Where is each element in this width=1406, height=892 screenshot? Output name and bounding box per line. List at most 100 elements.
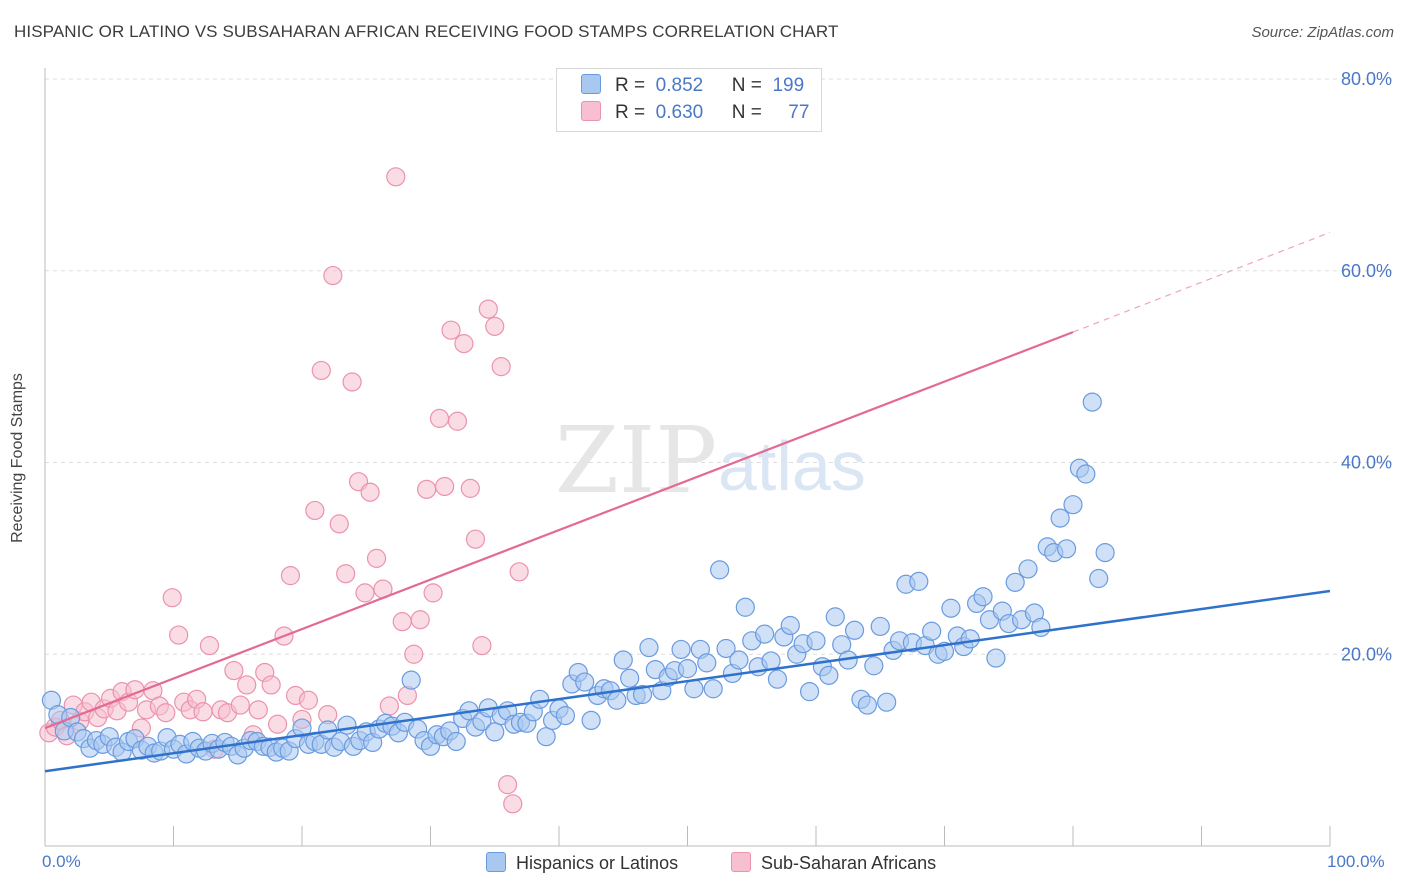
hispanic-point (819, 665, 839, 685)
sub-saharan-point (472, 636, 492, 656)
hispanic-point (1050, 508, 1070, 528)
legend-n-label: N = (731, 102, 762, 123)
hispanic-point (729, 650, 749, 670)
hispanic-point (710, 560, 730, 580)
sub-saharan-point (498, 775, 518, 795)
legend-item-subsaharan: Sub-Saharan Africans (731, 852, 936, 874)
hispanic-point (607, 690, 627, 710)
y-tick-labels: 20.0% 40.0% 60.0% 80.0% (1341, 69, 1392, 664)
sub-saharan-point (441, 320, 461, 340)
hispanic-point (986, 648, 1006, 668)
hispanic-point (555, 706, 576, 726)
hispanic-point (735, 597, 755, 617)
hispanic-point (909, 571, 929, 591)
hispanic-point (1089, 568, 1109, 589)
sub-saharan-point (329, 514, 349, 534)
hispanic-point (844, 620, 865, 640)
sub-saharan-point (230, 695, 250, 715)
legend-label-hispanic: Hispanics or Latinos (516, 853, 679, 873)
sub-saharan-point (162, 588, 182, 608)
x-tick-label-max: 100.0% (1327, 852, 1385, 871)
sub-saharan-point (311, 360, 331, 381)
hispanic-point (613, 650, 633, 670)
sub-saharan-point (323, 265, 343, 286)
hispanic-point (671, 639, 691, 660)
hispanic-point (825, 607, 845, 627)
hispanic-point (960, 629, 980, 649)
legend-r-label: R = (615, 75, 646, 96)
hispanic-point (767, 669, 788, 689)
hispanic-point (530, 689, 550, 709)
sub-saharan-point (417, 479, 437, 499)
watermark-zip: ZIP (555, 407, 717, 514)
hispanic-point (1005, 572, 1025, 592)
sub-saharan-point (224, 660, 244, 681)
hispanic-point (677, 659, 698, 679)
hispanic-point (575, 672, 595, 692)
hispanic-point (703, 679, 723, 699)
axes (44, 68, 1331, 847)
sub-saharan-point (392, 612, 412, 632)
legend-label-subsaharan: Sub-Saharan Africans (761, 853, 937, 873)
subsaharan-trend-extension (1072, 231, 1331, 333)
sub-saharan-point (199, 636, 220, 656)
y-tick-label: 40.0% (1341, 453, 1392, 473)
sub-saharan-point (248, 700, 268, 720)
legend-row-subsaharan: R = 0.630 N = 77 (581, 101, 809, 127)
correlation-legend: R = 0.852 N = 199 R = 0.630 N = 77 (556, 68, 822, 132)
hispanic-point (620, 668, 640, 688)
sub-saharan-point (423, 583, 443, 603)
sub-saharan-point (435, 476, 455, 497)
hispanic-point (1063, 495, 1083, 515)
hispanic-point (697, 653, 717, 673)
hispanic-point (292, 718, 312, 738)
sub-saharan-point (478, 299, 498, 319)
sub-saharan-point (280, 566, 301, 586)
legend-r-value: 0.852 (655, 75, 704, 96)
hispanic-point (401, 670, 421, 690)
sub-saharan-point (447, 411, 468, 431)
sub-saharan-point (404, 644, 424, 664)
legend-swatch-blue (486, 852, 506, 872)
sub-saharan-point (360, 482, 380, 502)
sub-saharan-point (429, 408, 450, 428)
sub-saharan-point (355, 583, 375, 603)
legend-r-label: R = (615, 102, 646, 123)
hispanic-point (941, 598, 961, 618)
sub-saharan-point (465, 529, 486, 549)
hispanic-point (1095, 543, 1115, 563)
legend-r-value: 0.630 (655, 102, 704, 123)
hispanic-point (857, 695, 878, 715)
hispanic-point (684, 679, 704, 699)
source-credit: Source: ZipAtlas.com (1251, 24, 1394, 41)
legend-row-hispanic: R = 0.852 N = 199 (581, 74, 804, 100)
sub-saharan-point (261, 675, 281, 695)
legend-n-label: N = (731, 75, 762, 96)
hispanic-point (864, 656, 884, 676)
legend-n-value: 77 (788, 102, 810, 123)
hispanic-point (1031, 617, 1051, 638)
legend-swatch-blue (581, 74, 601, 94)
hispanic-point (1018, 559, 1038, 579)
sub-saharan-point (509, 562, 529, 582)
chart-title: HISPANIC OR LATINO VS SUBSAHARAN AFRICAN… (14, 22, 839, 41)
hispanic-point (922, 621, 942, 641)
hispanic-point (877, 692, 897, 712)
hispanic-point (799, 682, 820, 702)
hispanic-point (337, 715, 357, 735)
sub-saharan-point (379, 696, 399, 716)
trend-lines (44, 231, 1331, 773)
hispanic-point (1082, 392, 1102, 412)
legend-swatch-pink (731, 852, 751, 872)
sub-saharan-point (156, 703, 176, 723)
hispanic-point (536, 727, 556, 747)
sub-saharan-point (267, 714, 288, 734)
legend-n-value: 199 (772, 75, 805, 96)
x-tick-label-min: 0.0% (42, 852, 81, 871)
watermark-atlas: atlas (718, 427, 866, 505)
sub-saharan-point (454, 334, 474, 354)
sub-saharan-point (491, 357, 511, 377)
hispanic-point (806, 631, 826, 651)
sub-saharan-point (485, 316, 505, 336)
